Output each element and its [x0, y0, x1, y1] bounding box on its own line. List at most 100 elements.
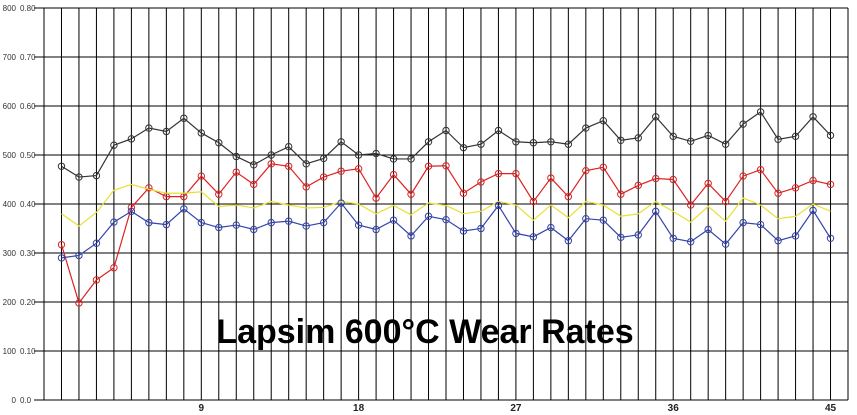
data-point-red	[75, 299, 83, 307]
data-point-red	[756, 166, 765, 174]
y-tick-label-left: 100	[3, 347, 17, 356]
data-point-black	[547, 138, 555, 146]
data-point-black	[197, 129, 206, 137]
series-line-yellow	[61, 183, 831, 227]
data-point-black	[529, 139, 538, 147]
data-point-red	[284, 162, 293, 170]
data-point-black	[599, 117, 608, 125]
data-point-red	[424, 162, 433, 170]
data-point-black	[791, 132, 800, 141]
data-point-blue	[110, 218, 118, 226]
data-point-red	[407, 190, 415, 198]
data-point-black	[564, 140, 573, 148]
y-tick-label-left: 800	[3, 4, 17, 13]
data-point-blue	[407, 232, 415, 240]
data-point-blue	[232, 221, 240, 229]
data-point-blue	[826, 234, 835, 243]
data-point-black	[652, 113, 660, 121]
y-axis-ticks: 0 0.0 100 0.10 200 0.20 300 0.30 400 0.40 500 0.50 6…	[3, 4, 44, 405]
data-point-red	[232, 168, 240, 176]
data-point-red	[669, 175, 677, 184]
data-point-red	[826, 180, 835, 189]
data-point-black	[354, 151, 363, 159]
y-tick-label-right: 0.50	[20, 151, 36, 160]
data-point-blue	[354, 221, 363, 229]
data-point-black	[704, 131, 712, 140]
data-point-red	[57, 240, 66, 249]
data-point-red	[127, 203, 136, 212]
data-point-black	[284, 142, 293, 151]
data-point-blue	[372, 225, 380, 234]
data-point-black	[686, 137, 695, 145]
y-tick-label-left: 300	[3, 249, 17, 258]
data-point-black	[739, 120, 747, 128]
data-point-red	[354, 165, 363, 173]
data-point-red	[547, 174, 555, 182]
data-point-blue	[599, 216, 608, 224]
series-line-red	[60, 163, 831, 305]
x-tick-label: 45	[825, 403, 837, 414]
data-point-blue	[686, 238, 695, 246]
grid-lines	[43, 7, 849, 401]
data-point-blue	[512, 229, 520, 238]
data-point-red	[494, 169, 503, 178]
data-point-black	[407, 155, 415, 163]
data-point-blue	[267, 218, 275, 227]
data-point-blue	[564, 237, 573, 245]
data-point-blue	[704, 225, 712, 234]
data-point-blue	[162, 220, 171, 229]
data-point-red	[774, 189, 782, 197]
data-point-blue	[739, 218, 747, 227]
data-point-blue	[634, 231, 642, 239]
data-point-red	[250, 180, 258, 189]
data-point-black	[302, 160, 310, 168]
data-point-red	[686, 201, 695, 209]
data-point-red	[110, 264, 118, 272]
data-point-black	[319, 154, 328, 163]
data-point-black	[232, 152, 240, 161]
y-tick-label-left: 0	[12, 396, 17, 405]
x-tick-label: 27	[510, 403, 522, 414]
data-point-black	[337, 138, 345, 146]
data-point-red	[337, 167, 345, 175]
data-point-blue	[250, 225, 258, 234]
series-line-blue	[61, 202, 832, 259]
data-point-red	[739, 172, 747, 180]
data-point-black	[459, 143, 468, 152]
data-point-red	[512, 169, 520, 178]
data-point-blue	[477, 224, 485, 233]
data-point-red	[215, 190, 223, 198]
data-point-blue	[442, 215, 450, 224]
data-point-blue	[459, 227, 468, 235]
data-point-red	[791, 184, 800, 192]
data-point-black	[617, 136, 625, 145]
data-point-black	[145, 124, 153, 132]
data-point-black	[215, 139, 223, 147]
data-point-blue	[774, 237, 782, 245]
x-tick-label: 18	[353, 403, 365, 414]
data-point-blue	[197, 218, 206, 227]
data-point-blue	[791, 232, 800, 240]
data-point-blue	[547, 223, 555, 232]
data-point-blue	[424, 212, 433, 220]
data-point-blue	[389, 216, 398, 224]
data-point-blue	[809, 206, 817, 215]
y-tick-label-left: 200	[3, 298, 17, 307]
data-point-blue	[617, 233, 625, 242]
data-point-blue	[92, 239, 101, 247]
data-point-black	[512, 138, 520, 146]
data-point-black	[494, 126, 503, 135]
data-point-blue	[215, 223, 223, 232]
data-point-red	[564, 192, 573, 201]
y-tick-label-left: 700	[3, 53, 17, 62]
series-group	[57, 108, 835, 307]
y-tick-label-right: 0.40	[20, 200, 36, 209]
data-point-red	[92, 276, 101, 284]
data-point-red	[529, 197, 538, 206]
data-point-black	[162, 127, 171, 136]
data-point-black	[756, 108, 765, 116]
series-blue	[57, 199, 835, 262]
data-point-blue	[337, 199, 345, 207]
data-point-red	[617, 190, 625, 198]
data-point-black	[442, 126, 450, 135]
